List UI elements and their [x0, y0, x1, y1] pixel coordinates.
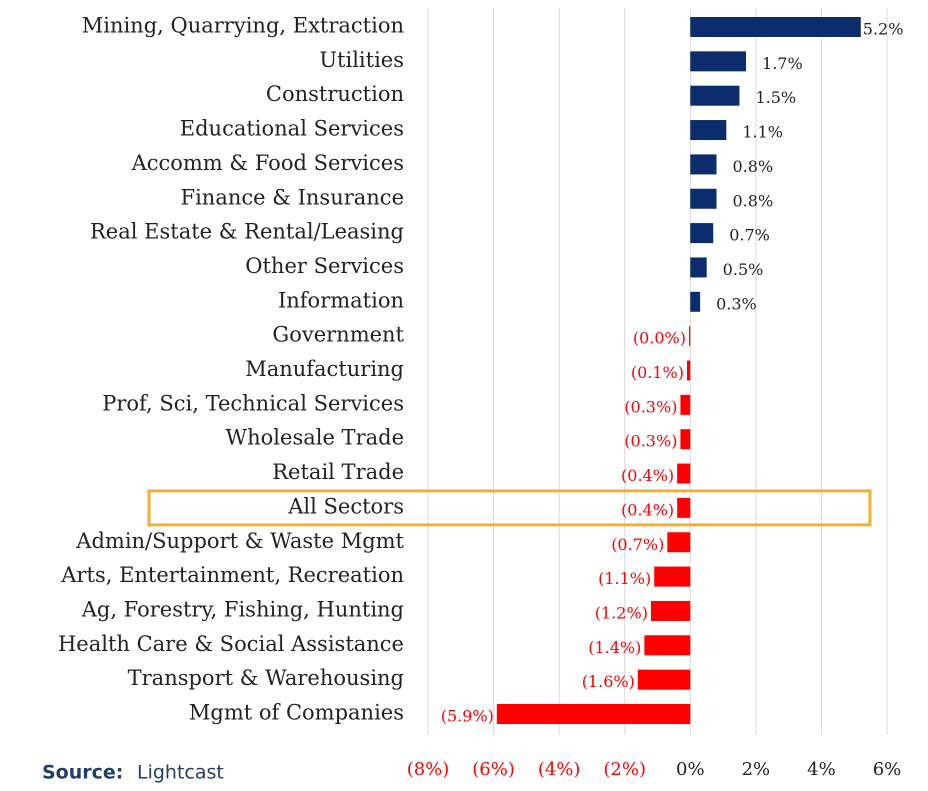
- bar: [690, 291, 701, 312]
- y-tick-label: Other Services: [245, 254, 404, 278]
- bar: [680, 394, 691, 415]
- bar: [496, 704, 691, 724]
- y-tick-label: All Sectors: [287, 494, 404, 518]
- bar: [677, 463, 691, 484]
- value-label: (1.2%): [595, 603, 648, 622]
- y-tick-label: Prof, Sci, Technical Services: [102, 391, 404, 415]
- bar: [637, 669, 691, 690]
- value-label: 1.5%: [755, 88, 796, 107]
- bar: [688, 326, 691, 347]
- y-tick-label: Construction: [266, 82, 404, 106]
- value-label: 0.5%: [723, 260, 764, 279]
- y-tick-label: Utilities: [319, 48, 404, 72]
- y-tick-label: Ag, Forestry, Fishing, Hunting: [81, 597, 404, 621]
- bar: [650, 600, 691, 621]
- value-label: 1.1%: [742, 123, 783, 142]
- value-label: (5.9%): [441, 707, 494, 726]
- bar: [690, 85, 740, 106]
- x-tick-label: 6%: [873, 759, 902, 780]
- x-tick-label: (8%): [407, 759, 450, 780]
- value-label: 0.7%: [729, 226, 770, 245]
- value-label: (0.4%): [621, 500, 674, 519]
- y-tick-label: Information: [278, 288, 404, 312]
- bar: [690, 223, 714, 244]
- y-tick-label: Retail Trade: [272, 460, 404, 484]
- x-tick-label: 2%: [742, 759, 771, 780]
- bar: [690, 51, 747, 72]
- y-tick-label: Health Care & Social Assistance: [58, 632, 404, 656]
- y-tick-label: Finance & Insurance: [181, 185, 404, 209]
- x-tick-label: (2%): [603, 759, 646, 780]
- x-tick-label: (4%): [538, 759, 581, 780]
- bar: [690, 154, 717, 175]
- y-tick-label: Mining, Quarrying, Extraction: [82, 14, 404, 38]
- value-label: (0.0%): [633, 329, 686, 348]
- y-tick-label: Admin/Support & Waste Mgmt: [75, 529, 404, 553]
- value-label: (0.1%): [631, 363, 684, 382]
- bar: [690, 188, 717, 209]
- value-label: 5.2%: [863, 20, 904, 39]
- x-tick-label: (6%): [472, 759, 515, 780]
- highlight-box: [147, 489, 872, 527]
- bar: [690, 17, 861, 37]
- x-tick-label: 4%: [807, 759, 836, 780]
- value-label: (1.1%): [598, 569, 651, 588]
- y-tick-label: Educational Services: [180, 117, 404, 141]
- source-label: Source:: [42, 762, 123, 784]
- y-tick-label: Government: [272, 323, 404, 347]
- bar: [654, 566, 691, 587]
- value-label: (0.7%): [611, 535, 664, 554]
- y-tick-label: Arts, Entertainment, Recreation: [60, 563, 404, 587]
- y-tick-label: Transport & Warehousing: [128, 666, 404, 690]
- y-tick-label: Manufacturing: [245, 357, 404, 381]
- value-label: (0.4%): [621, 466, 674, 485]
- value-label: 0.8%: [733, 191, 774, 210]
- y-tick-label: Accomm & Food Services: [131, 151, 404, 175]
- bar: [690, 120, 727, 141]
- value-label: 1.7%: [762, 54, 803, 73]
- source: Lightcast: [137, 762, 224, 784]
- y-tick-label: Mgmt of Companies: [189, 701, 404, 725]
- value-label: (1.4%): [588, 638, 641, 657]
- value-label: 0.8%: [733, 157, 774, 176]
- value-label: (0.3%): [624, 397, 677, 416]
- bar: [687, 360, 691, 381]
- x-tick-label: 0%: [676, 759, 705, 780]
- y-tick-label: Wholesale Trade: [226, 426, 404, 450]
- value-label: (0.3%): [624, 432, 677, 451]
- bar: [680, 429, 691, 450]
- bar: [690, 257, 707, 278]
- bar: [667, 532, 691, 553]
- value-label: 0.3%: [716, 294, 757, 313]
- bar: [644, 635, 691, 656]
- value-label: (1.6%): [582, 672, 635, 691]
- y-tick-label: Real Estate & Rental/Leasing: [90, 220, 404, 244]
- bar: [677, 497, 691, 518]
